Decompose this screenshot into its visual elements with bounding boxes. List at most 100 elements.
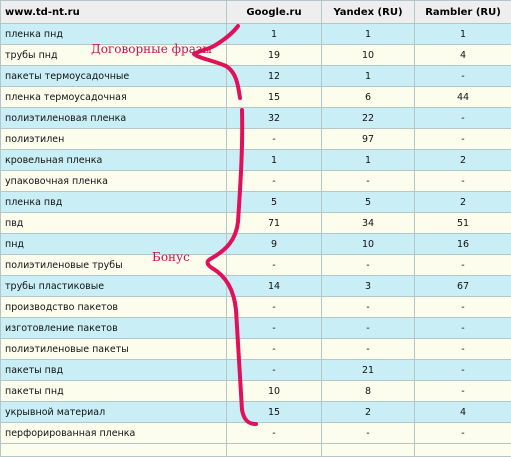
rambler-rank-cell: 4	[415, 45, 511, 66]
rambler-rank-cell: -	[415, 66, 511, 87]
yandex-rank-cell: 1	[322, 24, 415, 45]
table-row: перфорированная пленка---	[1, 423, 511, 444]
rambler-rank-cell: -	[415, 360, 511, 381]
google-rank-cell: 10	[227, 381, 322, 402]
rambler-rank-cell: 2	[415, 150, 511, 171]
google-rank-cell: 19	[227, 45, 322, 66]
contract-phrases-label: Договорные фразы	[91, 42, 212, 56]
yandex-rank-cell: -	[322, 339, 415, 360]
keyword-cell: полиэтилен	[1, 129, 227, 150]
rambler-rank-cell: 4	[415, 402, 511, 423]
google-rank-cell: 1	[227, 150, 322, 171]
google-rank-cell: 5	[227, 192, 322, 213]
rambler-rank-cell: -	[415, 255, 511, 276]
rambler-rank-cell: -	[415, 318, 511, 339]
yandex-rank-cell: 10	[322, 45, 415, 66]
keyword-cell: полиэтиленовые пакеты	[1, 339, 227, 360]
table-row: упаковочная пленка---	[1, 171, 511, 192]
bonus-label: Бонус	[152, 250, 190, 264]
google-rank-cell: -	[227, 339, 322, 360]
rambler-rank-cell: 67	[415, 276, 511, 297]
keyword-cell: трубы пластиковые	[1, 276, 227, 297]
keyword-cell: укрывной материал	[1, 402, 227, 423]
google-rank-cell: -	[227, 318, 322, 339]
yandex-rank-cell: 6	[322, 87, 415, 108]
rambler-rank-cell: 51	[415, 213, 511, 234]
keyword-cell: пакеты пнд	[1, 381, 227, 402]
table-header-row: www.td-nt.ru Google.ru Yandex (RU) Rambl…	[1, 1, 511, 24]
google-rank-cell: 15	[227, 402, 322, 423]
yandex-rank-cell: 21	[322, 360, 415, 381]
google-rank-cell: -	[227, 297, 322, 318]
yandex-rank-cell: 2	[322, 402, 415, 423]
rambler-rank-cell: 44	[415, 87, 511, 108]
table-row-partial	[1, 444, 511, 457]
keyword-cell: пакеты термоусадочные	[1, 66, 227, 87]
rambler-rank-cell: 1	[415, 24, 511, 45]
rambler-rank-cell: -	[415, 297, 511, 318]
yandex-rank-cell: 8	[322, 381, 415, 402]
empty-cell	[227, 444, 322, 457]
keyword-cell: производство пакетов	[1, 297, 227, 318]
google-rank-cell: -	[227, 171, 322, 192]
yandex-rank-cell: 97	[322, 129, 415, 150]
google-rank-cell: -	[227, 360, 322, 381]
rambler-rank-cell: 16	[415, 234, 511, 255]
keyword-cell: полиэтиленовые трубы	[1, 255, 227, 276]
keyword-cell: пакеты пвд	[1, 360, 227, 381]
header-rambler: Rambler (RU)	[415, 1, 511, 24]
rambler-rank-cell: -	[415, 339, 511, 360]
yandex-rank-cell: 5	[322, 192, 415, 213]
yandex-rank-cell: -	[322, 423, 415, 444]
keyword-cell: полиэтиленовая пленка	[1, 108, 227, 129]
yandex-rank-cell: -	[322, 255, 415, 276]
keyword-cell: перфорированная пленка	[1, 423, 227, 444]
header-google: Google.ru	[227, 1, 322, 24]
keyword-cell: кровельная пленка	[1, 150, 227, 171]
yandex-rank-cell: 1	[322, 150, 415, 171]
google-rank-cell: 71	[227, 213, 322, 234]
google-rank-cell: 1	[227, 24, 322, 45]
yandex-rank-cell: 10	[322, 234, 415, 255]
keyword-cell: изготовление пакетов	[1, 318, 227, 339]
yandex-rank-cell: 1	[322, 66, 415, 87]
yandex-rank-cell: 22	[322, 108, 415, 129]
rambler-rank-cell: -	[415, 171, 511, 192]
google-rank-cell: -	[227, 129, 322, 150]
header-site: www.td-nt.ru	[1, 1, 227, 24]
table-row: производство пакетов---	[1, 297, 511, 318]
empty-cell	[322, 444, 415, 457]
yandex-rank-cell: 34	[322, 213, 415, 234]
google-rank-cell: -	[227, 423, 322, 444]
table-row: пакеты пвд-21-	[1, 360, 511, 381]
google-rank-cell: 15	[227, 87, 322, 108]
header-yandex: Yandex (RU)	[322, 1, 415, 24]
empty-cell	[1, 444, 227, 457]
table-row: изготовление пакетов---	[1, 318, 511, 339]
yandex-rank-cell: -	[322, 318, 415, 339]
rambler-rank-cell: -	[415, 423, 511, 444]
keyword-cell: пленка пвд	[1, 192, 227, 213]
yandex-rank-cell: -	[322, 171, 415, 192]
google-rank-cell: 9	[227, 234, 322, 255]
table-row: полиэтиленовые трубы---	[1, 255, 511, 276]
rambler-rank-cell: 2	[415, 192, 511, 213]
rambler-rank-cell: -	[415, 129, 511, 150]
keyword-cell: пленка термоусадочная	[1, 87, 227, 108]
google-rank-cell: 14	[227, 276, 322, 297]
empty-cell	[415, 444, 511, 457]
